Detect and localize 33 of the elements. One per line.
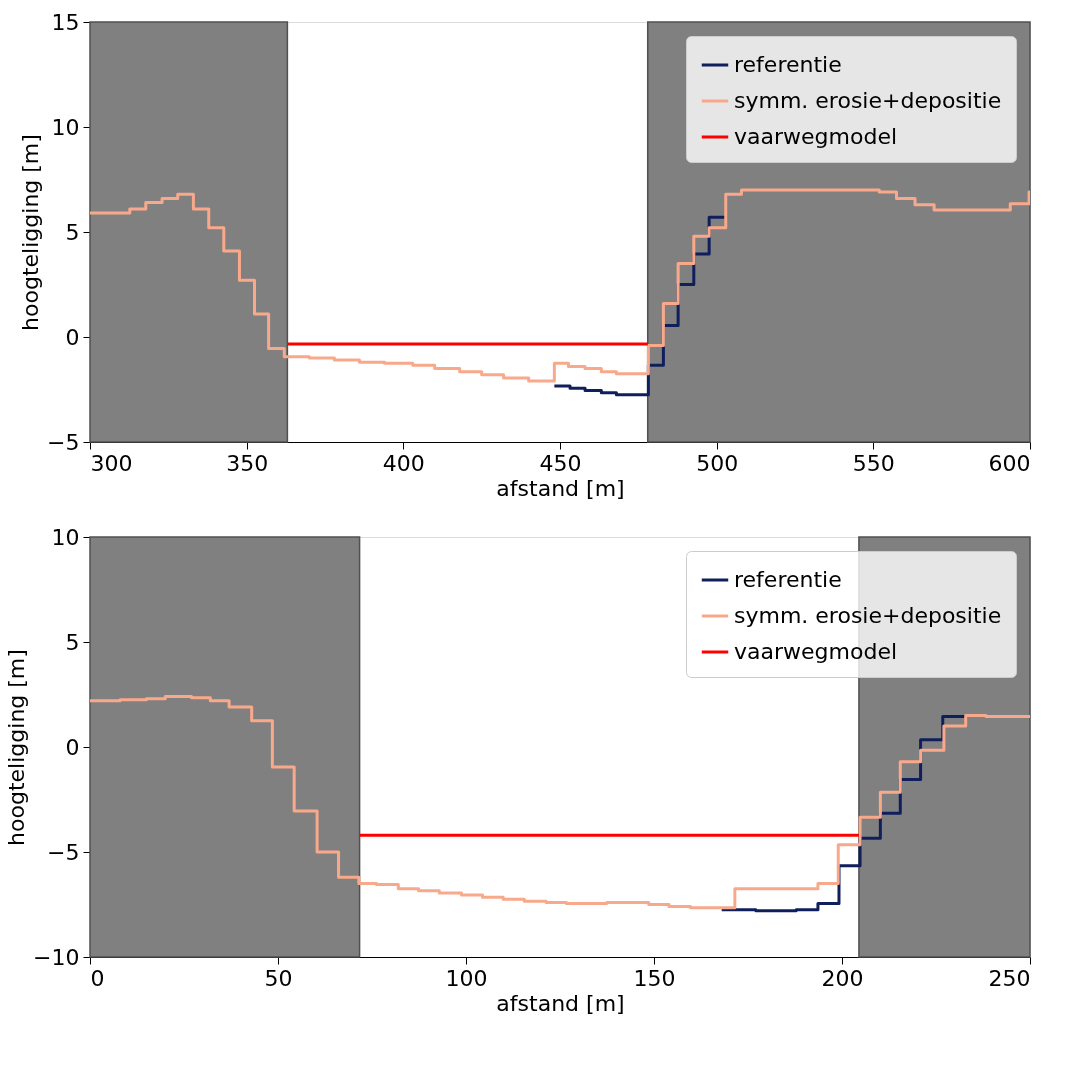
x-axis-title: afstand [m] (496, 990, 625, 1016)
y-tick-label: 5 (65, 219, 80, 245)
y-tick-label: −5 (47, 839, 80, 865)
x-tick-label: 550 (852, 450, 895, 476)
y-tick-label: 0 (65, 734, 80, 760)
x-tick-label: 350 (226, 450, 269, 476)
legend-label: referentie (734, 52, 842, 77)
x-tick-label: 100 (445, 965, 488, 991)
y-tick-label: 0 (65, 324, 80, 350)
x-tick-label: 500 (696, 450, 739, 476)
x-tick-label: 250 (988, 965, 1031, 991)
x-tick-label: 450 (539, 450, 582, 476)
x-tick-label: 600 (988, 450, 1031, 476)
y-tick-label: −5 (47, 429, 80, 455)
y-axis-title: hoogteligging [m] (4, 649, 30, 846)
x-axis-title: afstand [m] (496, 475, 625, 501)
y-tick-label: 15 (51, 9, 80, 35)
y-tick-label: 10 (51, 524, 80, 550)
legend-label: vaarwegmodel (734, 124, 898, 149)
y-tick-label: −10 (33, 944, 80, 970)
x-tick-label: 150 (633, 965, 676, 991)
y-axis-title: hoogteligging [m] (18, 134, 44, 331)
y-tick-label: 10 (51, 114, 80, 140)
x-tick-label: 200 (821, 965, 864, 991)
x-tick-label: 50 (264, 965, 293, 991)
y-tick-label: 5 (65, 629, 80, 655)
legend-label: vaarwegmodel (734, 639, 898, 664)
legend-label: referentie (734, 567, 842, 592)
x-tick-label: 0 (90, 965, 105, 991)
legend-label: symm. erosie+depositie (734, 88, 1002, 113)
x-tick-label: 400 (382, 450, 425, 476)
x-tick-label: 300 (90, 450, 133, 476)
legend-label: symm. erosie+depositie (734, 603, 1002, 628)
